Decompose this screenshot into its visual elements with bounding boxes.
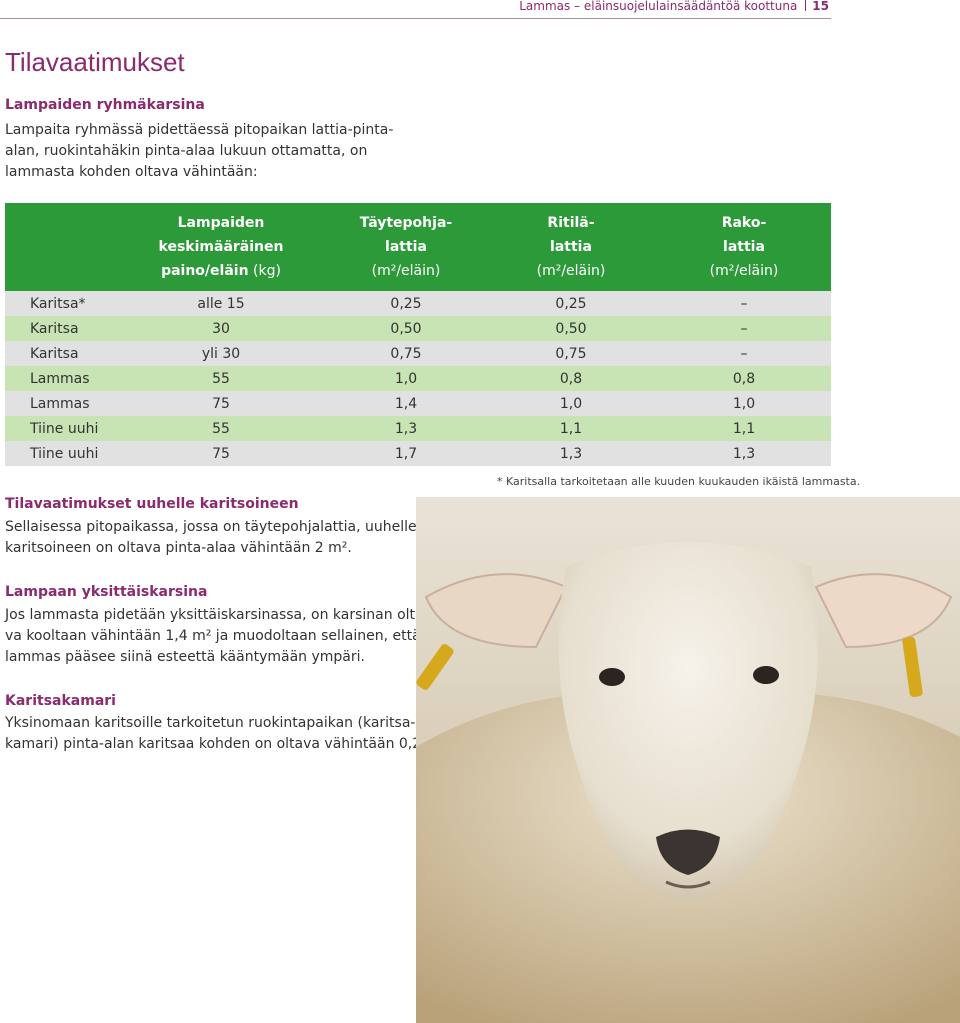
slatted-floor-cell: 1,3 <box>657 441 831 466</box>
table-row: Karitsa yli 30 0,75 0,75 – <box>5 341 831 366</box>
single-pen-text: Jos lammasta pidetään yksittäiskarsinass… <box>5 605 429 668</box>
weight-cell: 75 <box>115 441 327 466</box>
grid-floor-cell: 1,0 <box>485 391 657 416</box>
grid-floor-cell: 0,50 <box>485 316 657 341</box>
right-eye <box>753 666 779 684</box>
grid-floor-cell: 0,75 <box>485 341 657 366</box>
column-header-weight: Lampaiden keskimääräinen paino/eläin (kg… <box>115 203 327 291</box>
table-row: Tiine uuhi 75 1,7 1,3 1,3 <box>5 441 831 466</box>
ewe-lambs-heading: Tilavaatimukset uuhelle karitsoineen <box>5 496 299 512</box>
slatted-floor-cell: – <box>657 316 831 341</box>
weight-cell: 30 <box>115 316 327 341</box>
space-requirements-table: Lampaiden keskimääräinen paino/eläin (kg… <box>5 203 831 466</box>
animal-cell: Lammas <box>5 391 115 416</box>
weight-cell: 75 <box>115 391 327 416</box>
sheep-photo <box>416 497 960 1023</box>
text-line: kamari) pinta-alan karitsaa kohden on ol… <box>5 736 450 752</box>
header-separator <box>805 0 807 11</box>
left-eye <box>599 668 625 686</box>
animal-cell: Karitsa <box>5 316 115 341</box>
grid-floor-cell: 1,3 <box>485 441 657 466</box>
animal-cell: Tiine uuhi <box>5 441 115 466</box>
animal-cell: Karitsa* <box>5 291 115 316</box>
full-floor-cell: 1,3 <box>327 416 485 441</box>
running-title: Lammas – eläinsuojelulainsäädäntöä koott… <box>519 0 798 13</box>
slatted-floor-cell: 0,8 <box>657 366 831 391</box>
slatted-floor-cell: – <box>657 291 831 316</box>
column-header-full-floor: Täytepohja- lattia (m²/eläin) <box>327 203 485 291</box>
grid-floor-cell: 1,1 <box>485 416 657 441</box>
full-floor-cell: 1,0 <box>327 366 485 391</box>
single-pen-heading: Lampaan yksittäiskarsina <box>5 584 208 600</box>
weight-cell: 55 <box>115 416 327 441</box>
table-row: Tiine uuhi 55 1,3 1,1 1,1 <box>5 416 831 441</box>
text-line: lammasta kohden oltava vähintään: <box>5 164 258 180</box>
sheep-nose <box>656 829 720 875</box>
table-row: Lammas 75 1,4 1,0 1,0 <box>5 391 831 416</box>
column-header-grid-floor: Ritilä- lattia (m²/eläin) <box>485 203 657 291</box>
sheep-face <box>558 542 819 902</box>
right-ear-tag <box>902 636 923 698</box>
text-line: karitsoineen on oltava pinta-alaa vähint… <box>5 540 352 556</box>
full-floor-cell: 0,25 <box>327 291 485 316</box>
creep-heading: Karitsakamari <box>5 693 116 709</box>
slatted-floor-cell: – <box>657 341 831 366</box>
column-header-slatted-floor: Rako- lattia (m²/eläin) <box>657 203 831 291</box>
full-floor-cell: 0,75 <box>327 341 485 366</box>
full-floor-cell: 1,7 <box>327 441 485 466</box>
full-floor-cell: 0,50 <box>327 316 485 341</box>
slatted-floor-cell: 1,1 <box>657 416 831 441</box>
creep-text: Yksinomaan karitsoille tarkoitetun ruoki… <box>5 713 449 755</box>
group-pen-heading: Lampaiden ryhmäkarsina <box>5 97 205 113</box>
page-title: Tilavaatimukset <box>5 47 185 77</box>
text-line: alan, ruokintahäkin pinta-alaa lukuun ot… <box>5 143 368 159</box>
sheep-mouth <box>665 880 711 889</box>
slatted-floor-cell: 1,0 <box>657 391 831 416</box>
grid-floor-cell: 0,8 <box>485 366 657 391</box>
weight-cell: alle 15 <box>115 291 327 316</box>
full-floor-cell: 1,4 <box>327 391 485 416</box>
animal-cell: Lammas <box>5 366 115 391</box>
group-pen-text: Lampaita ryhmässä pidettäessä pitopaikan… <box>5 120 393 183</box>
text-line: Sellaisessa pitopaikassa, jossa on täyte… <box>5 519 417 535</box>
left-ear <box>424 573 568 649</box>
grid-floor-cell: 0,25 <box>485 291 657 316</box>
text-line: va kooltaan vähintään 1,4 m² ja muodolta… <box>5 628 421 644</box>
ewe-lambs-text: Sellaisessa pitopaikassa, jossa on täyte… <box>5 517 417 559</box>
page-number: 15 <box>812 0 829 13</box>
animal-cell: Karitsa <box>5 341 115 366</box>
weight-cell: 55 <box>115 366 327 391</box>
table-header-row: Lampaiden keskimääräinen paino/eläin (kg… <box>5 203 831 291</box>
text-line: Jos lammasta pidetään yksittäiskarsinass… <box>5 607 429 623</box>
animal-cell: Tiine uuhi <box>5 416 115 441</box>
running-header: Lammas – eläinsuojelulainsäädäntöä koott… <box>0 0 831 19</box>
text-line: Lampaita ryhmässä pidettäessä pitopaikan… <box>5 122 394 138</box>
table-footnote: * Karitsalla tarkoitetaan alle kuuden ku… <box>497 475 861 488</box>
table-row: Karitsa 30 0,50 0,50 – <box>5 316 831 341</box>
table-row: Lammas 55 1,0 0,8 0,8 <box>5 366 831 391</box>
column-header-animal <box>5 203 115 291</box>
table-row: Karitsa* alle 15 0,25 0,25 – <box>5 291 831 316</box>
left-ear-tag <box>416 644 454 690</box>
right-ear <box>814 573 953 649</box>
text-line: lammas pääsee siinä esteettä kääntymään … <box>5 649 365 665</box>
weight-cell: yli 30 <box>115 341 327 366</box>
text-line: Yksinomaan karitsoille tarkoitetun ruoki… <box>5 715 416 731</box>
